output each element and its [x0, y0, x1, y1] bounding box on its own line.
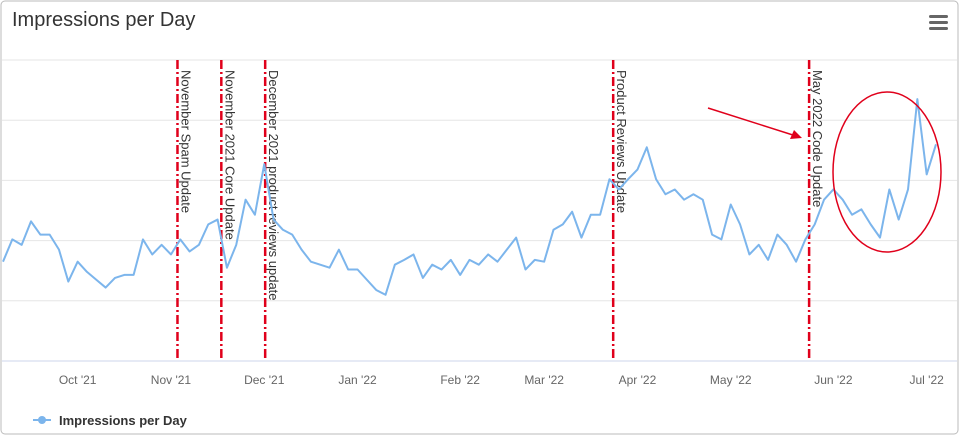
- menu-bar: [929, 27, 948, 30]
- menu-bar: [929, 15, 948, 18]
- x-tick-label: Nov '21: [151, 373, 192, 387]
- x-tick-label: Jul '22: [910, 373, 945, 387]
- annotation-label: November Spam Update: [178, 70, 193, 213]
- menu-button[interactable]: [929, 15, 948, 30]
- x-tick-label: Dec '21: [244, 373, 285, 387]
- annotation-label: Product Reviews Update: [614, 70, 629, 213]
- x-tick-label: May '22: [710, 373, 752, 387]
- annotation-label: December 2021 product reviews update: [266, 70, 281, 301]
- highlight: [832, 91, 942, 253]
- legend-marker: [38, 416, 46, 424]
- x-tick-label: Feb '22: [440, 373, 480, 387]
- chart-title: Impressions per Day: [12, 9, 195, 31]
- x-tick-label: Jun '22: [814, 373, 853, 387]
- arrow: [707, 107, 797, 137]
- annotation-label: November 2021 Core Update: [222, 70, 237, 240]
- annotation-label: May 2022 Code Update: [810, 70, 825, 207]
- legend-label: Impressions per Day: [59, 413, 188, 428]
- arrow-head: [790, 130, 802, 139]
- plot: Oct '21 Nov '21 Dec '21 Jan '22 Feb '22 Mar '…: [2, 59, 957, 387]
- x-tick-label: Oct '21: [59, 373, 97, 387]
- x-tick-label: Jan '22: [338, 373, 377, 387]
- x-tick-label: Mar '22: [524, 373, 564, 387]
- data-line: [2, 98, 937, 296]
- menu-bar: [929, 21, 948, 24]
- x-tick-label: Apr '22: [619, 373, 657, 387]
